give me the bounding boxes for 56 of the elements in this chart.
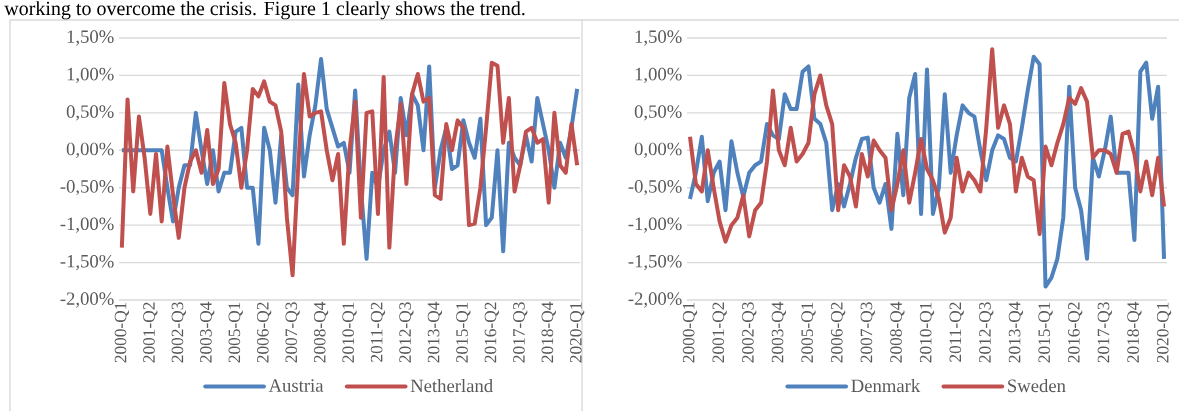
y-tick-label: 1,00% [635, 67, 682, 84]
x-tick-label: 2006-Q2 [256, 302, 272, 363]
x-tick-label: 2015-Q1 [1038, 302, 1053, 363]
x-tick-label: 2011-Q2 [949, 302, 964, 362]
y-tick-label: -1,00% [628, 217, 682, 233]
y-tick-label: 0,50% [634, 105, 682, 121]
y-tick-label: 0,00% [634, 142, 682, 158]
x-tick-label: 2007-Q3 [285, 302, 300, 363]
x-tick-label: 2016-Q2 [1067, 302, 1083, 363]
legend-label: Sweden [1008, 378, 1066, 393]
x-tick-label: 2013-Q4 [1008, 301, 1024, 363]
y-tick-label: -1,50% [628, 254, 682, 271]
y-tick-label: 1,00% [67, 67, 114, 84]
x-tick-label: 2002-Q3 [171, 302, 186, 363]
x-tick-label: 2018-Q4 [1127, 301, 1142, 363]
x-tick-label: 2005-Q1 [228, 302, 243, 363]
legend-label: Austria [268, 379, 324, 392]
y-tick-label: -2,00% [628, 292, 682, 308]
y-tick-label: 1,50% [635, 30, 682, 46]
x-tick-label: 2005-Q1 [801, 302, 816, 363]
x-tick-label: 2010-Q1 [342, 302, 357, 363]
y-tick-label: 1,50% [67, 30, 114, 46]
x-tick-label: 2001-Q2 [143, 302, 158, 363]
x-tick-label: 2008-Q4 [313, 301, 329, 363]
x-tick-label: 2006-Q2 [830, 302, 846, 363]
x-tick-label: 2012-Q3 [399, 302, 414, 363]
x-tick-label: 2007-Q3 [860, 302, 875, 363]
legend-label: Netherland [410, 378, 493, 393]
line-series [687, 47, 1167, 244]
x-tick-label: 2003-Q4 [771, 301, 787, 363]
text: working to overcome the crisis. Figure 1 clearly shows the trend. [4, 1, 525, 20]
y-tick-label: -0,50% [60, 180, 114, 196]
x-tick-label: 2011-Q2 [370, 302, 386, 362]
x-tick-label: 2020-Q1 [1156, 302, 1172, 363]
x-tick-label: 2000-Q1 [682, 302, 698, 363]
y-tick-label: -1,50% [60, 254, 114, 271]
x-tick-label: 2015-Q1 [456, 302, 471, 363]
x-tick-label: 2010-Q1 [919, 302, 935, 363]
x-tick-label: 2013-Q4 [427, 301, 443, 363]
x-tick-label: 2017-Q3 [513, 302, 528, 363]
x-tick-label: 2012-Q3 [979, 302, 994, 363]
x-tick-label: 2003-Q4 [200, 301, 215, 363]
x-tick-label: 2016-Q2 [484, 302, 499, 363]
x-tick-label: 2002-Q3 [742, 302, 757, 363]
y-tick-label: -0,50% [628, 180, 682, 196]
x-tick-label: 2001-Q2 [712, 302, 727, 363]
x-tick-label: 2020-Q1 [569, 302, 585, 363]
x-tick-label: 2018-Q4 [541, 301, 556, 363]
legend-label: Denmark [851, 378, 921, 393]
y-tick-label: -1,00% [60, 217, 114, 233]
y-tick-label: 0,50% [66, 105, 114, 121]
y-tick-label: 0,00% [66, 142, 114, 158]
x-tick-label: 2000-Q1 [114, 302, 130, 363]
x-tick-label: 2017-Q3 [1097, 302, 1112, 363]
x-tick-label: 2008-Q4 [890, 301, 905, 363]
y-tick-label: -2,00% [60, 292, 114, 308]
